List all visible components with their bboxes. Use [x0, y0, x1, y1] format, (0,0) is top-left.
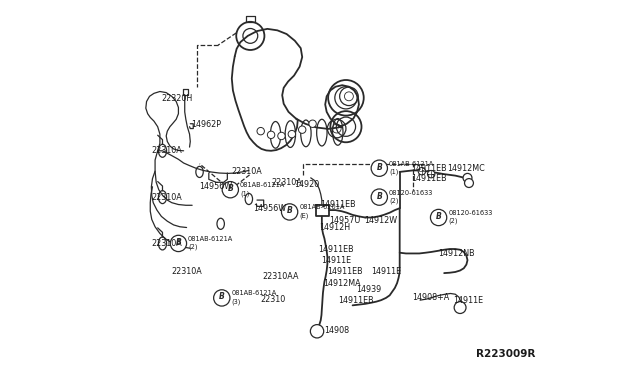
- Text: (2): (2): [389, 198, 399, 204]
- Text: 14911EB: 14911EB: [320, 200, 356, 209]
- Text: 14920: 14920: [294, 180, 319, 189]
- Circle shape: [309, 120, 316, 128]
- Text: 14956W: 14956W: [200, 182, 233, 191]
- Text: 14908: 14908: [324, 326, 349, 335]
- Text: 22310A: 22310A: [152, 239, 182, 248]
- Text: 081AB-6121A: 081AB-6121A: [188, 236, 234, 242]
- Text: 14911EB: 14911EB: [338, 296, 373, 305]
- Text: 08120-61633: 08120-61633: [448, 210, 493, 216]
- Text: 14957U: 14957U: [329, 216, 361, 225]
- Text: 14956W: 14956W: [253, 204, 287, 213]
- Circle shape: [428, 170, 435, 178]
- Circle shape: [170, 235, 187, 251]
- Circle shape: [278, 132, 285, 140]
- Text: 14911EB: 14911EB: [411, 164, 447, 173]
- Text: B: B: [376, 192, 382, 201]
- Circle shape: [463, 173, 472, 182]
- Text: 14912NB: 14912NB: [438, 249, 476, 258]
- Circle shape: [374, 192, 385, 202]
- Circle shape: [465, 179, 474, 187]
- Text: 22310: 22310: [260, 295, 286, 304]
- Text: 14911E: 14911E: [452, 296, 483, 305]
- Text: (2): (2): [188, 244, 198, 250]
- Circle shape: [431, 209, 447, 226]
- Text: (1): (1): [389, 169, 398, 175]
- Circle shape: [222, 182, 239, 198]
- Circle shape: [225, 185, 235, 195]
- Circle shape: [310, 325, 324, 338]
- Text: B: B: [175, 238, 181, 247]
- Circle shape: [371, 189, 387, 205]
- Circle shape: [371, 160, 387, 176]
- Text: (3): (3): [232, 298, 241, 305]
- Circle shape: [285, 207, 294, 217]
- Text: 14911EB: 14911EB: [318, 244, 354, 253]
- Circle shape: [268, 131, 275, 138]
- Circle shape: [374, 163, 385, 173]
- Text: B: B: [436, 212, 442, 221]
- Text: 14912H: 14912H: [319, 223, 350, 232]
- Text: 08120-61633: 08120-61633: [389, 190, 433, 196]
- Text: 14939: 14939: [356, 285, 381, 294]
- Circle shape: [288, 131, 296, 138]
- Text: 22310AA: 22310AA: [262, 272, 299, 281]
- Circle shape: [433, 212, 444, 223]
- Text: 22310A: 22310A: [231, 167, 262, 176]
- Text: 22310A: 22310A: [152, 193, 182, 202]
- Text: 14962P: 14962P: [191, 121, 221, 129]
- Text: 14911EB: 14911EB: [411, 174, 447, 183]
- Circle shape: [282, 204, 298, 220]
- Text: R223009R: R223009R: [476, 349, 535, 359]
- Circle shape: [257, 128, 264, 135]
- Circle shape: [214, 290, 230, 306]
- Text: B: B: [287, 206, 292, 215]
- Text: B: B: [219, 292, 225, 301]
- Text: (2): (2): [448, 218, 458, 224]
- Text: (E): (E): [300, 212, 308, 219]
- Circle shape: [217, 293, 227, 303]
- Text: 22310A: 22310A: [272, 178, 303, 187]
- Circle shape: [298, 126, 306, 134]
- Text: 14908+A: 14908+A: [412, 294, 449, 302]
- Text: 22310A: 22310A: [172, 267, 202, 276]
- Text: 22310A: 22310A: [152, 146, 182, 155]
- Text: 14911EB: 14911EB: [326, 267, 362, 276]
- Text: 14911E: 14911E: [371, 267, 401, 276]
- Text: 14911E: 14911E: [321, 256, 351, 265]
- Circle shape: [173, 238, 183, 248]
- Text: (1): (1): [240, 190, 250, 197]
- Text: B: B: [376, 163, 382, 171]
- Text: 22320H: 22320H: [162, 94, 193, 103]
- Text: 14912W: 14912W: [364, 216, 397, 225]
- Text: 081AB-6121A: 081AB-6121A: [240, 182, 285, 188]
- Text: 14912MA: 14912MA: [323, 279, 360, 288]
- Text: B: B: [227, 184, 233, 193]
- Circle shape: [418, 167, 426, 175]
- Circle shape: [454, 302, 466, 314]
- Text: 14912MC: 14912MC: [447, 164, 485, 173]
- Text: 081AB-6121A: 081AB-6121A: [389, 161, 434, 167]
- Text: 081AB-6201A: 081AB-6201A: [300, 205, 344, 211]
- Text: 081AB-6121A: 081AB-6121A: [232, 291, 276, 296]
